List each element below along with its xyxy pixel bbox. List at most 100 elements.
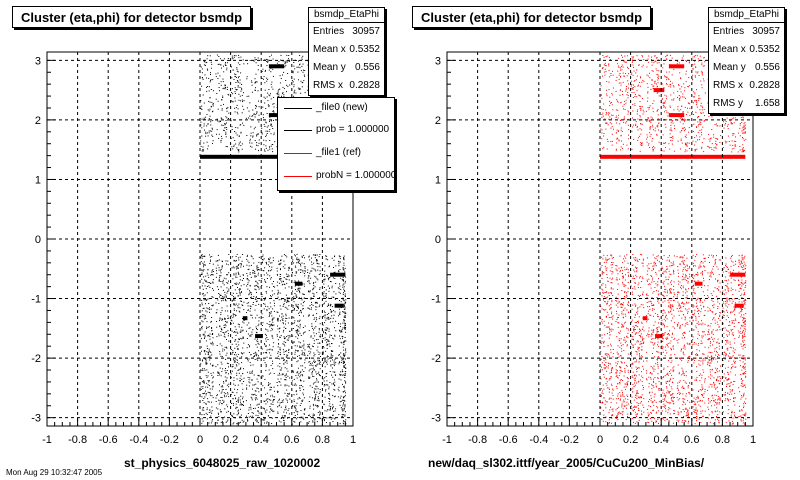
data-point xyxy=(283,329,285,331)
data-point xyxy=(231,300,233,302)
data-point xyxy=(742,148,744,150)
data-point xyxy=(268,312,270,314)
data-point xyxy=(221,411,222,413)
data-point xyxy=(331,285,333,287)
data-point xyxy=(278,343,279,345)
data-point xyxy=(654,321,656,323)
hot-segment xyxy=(334,303,344,308)
data-point xyxy=(271,86,273,88)
data-point xyxy=(303,315,304,317)
data-point xyxy=(608,389,610,390)
data-point xyxy=(688,85,690,87)
data-point xyxy=(257,410,259,412)
data-point xyxy=(217,120,219,122)
data-point xyxy=(236,423,238,425)
data-point xyxy=(235,314,237,316)
data-point xyxy=(741,148,743,150)
data-point xyxy=(203,125,205,127)
data-point xyxy=(292,306,294,308)
data-point xyxy=(265,403,267,405)
data-point xyxy=(344,280,346,282)
data-point xyxy=(255,301,257,303)
data-point xyxy=(317,269,319,271)
data-point xyxy=(276,382,278,383)
data-point xyxy=(341,409,343,411)
data-point xyxy=(212,90,214,92)
data-point xyxy=(343,358,345,360)
data-point xyxy=(648,278,650,280)
data-point xyxy=(226,384,228,386)
data-point xyxy=(319,374,321,376)
data-point xyxy=(662,398,664,400)
data-point xyxy=(205,64,206,66)
data-point xyxy=(256,421,258,423)
data-point xyxy=(345,276,347,278)
data-point xyxy=(730,287,732,289)
data-point xyxy=(344,390,346,392)
data-point xyxy=(743,257,745,259)
data-point xyxy=(672,135,674,137)
data-point xyxy=(284,416,286,418)
data-point xyxy=(609,96,611,98)
data-point xyxy=(299,376,301,378)
data-point xyxy=(632,376,634,378)
data-point xyxy=(334,389,336,391)
stats-value: 0.556 xyxy=(354,62,380,73)
data-point xyxy=(639,101,641,102)
data-point xyxy=(702,415,704,417)
data-point xyxy=(202,370,204,372)
data-point xyxy=(323,292,325,294)
data-point xyxy=(209,254,210,256)
data-point xyxy=(230,349,232,350)
data-point xyxy=(207,86,209,87)
data-point xyxy=(601,418,603,420)
data-point xyxy=(265,393,267,395)
data-point xyxy=(656,134,658,136)
data-point xyxy=(682,55,684,57)
data-point xyxy=(240,285,242,287)
data-point xyxy=(225,62,226,64)
data-point xyxy=(237,410,239,412)
data-point xyxy=(345,340,347,342)
data-point xyxy=(258,268,259,270)
data-point xyxy=(205,317,207,319)
data-point xyxy=(207,135,209,137)
data-point xyxy=(320,356,321,357)
data-point xyxy=(261,127,263,129)
data-point xyxy=(602,67,604,69)
data-point xyxy=(239,141,241,143)
data-point xyxy=(605,259,607,261)
data-point xyxy=(272,111,274,112)
data-point xyxy=(651,333,652,335)
data-point xyxy=(291,405,293,407)
data-point xyxy=(333,382,334,384)
data-point xyxy=(653,304,655,306)
data-point xyxy=(255,383,257,385)
data-point xyxy=(631,338,633,340)
data-point xyxy=(286,91,287,93)
data-point xyxy=(726,371,728,373)
data-point xyxy=(674,294,676,296)
data-point xyxy=(273,342,275,344)
data-point xyxy=(616,279,618,281)
data-point xyxy=(326,348,328,349)
data-point xyxy=(674,125,676,127)
data-point xyxy=(717,414,719,416)
data-point xyxy=(238,303,240,305)
data-point xyxy=(266,392,268,394)
data-point xyxy=(285,255,287,257)
data-point xyxy=(285,320,287,322)
data-point xyxy=(266,80,268,82)
data-point xyxy=(697,125,699,127)
data-point xyxy=(206,281,208,283)
data-point xyxy=(647,333,648,335)
data-point xyxy=(231,320,233,322)
data-point xyxy=(278,420,280,422)
data-point xyxy=(665,288,667,290)
data-point xyxy=(296,371,298,373)
data-point xyxy=(316,260,318,262)
data-point xyxy=(266,323,268,325)
data-point xyxy=(272,151,274,153)
data-point xyxy=(280,335,282,337)
data-point xyxy=(255,395,257,396)
